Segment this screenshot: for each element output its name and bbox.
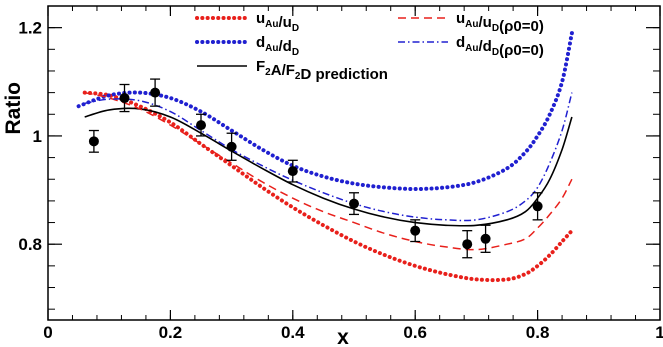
legend-entry: uAu/uD [195,10,299,34]
x-tick-label: 1 [655,323,663,342]
legend-entry: dAu/dD(ρ0=0) [398,34,544,59]
legend-label: uAu/uD(ρ0=0) [456,10,544,35]
legend-entry: dAu/dD [195,34,299,58]
point-marker [88,136,99,147]
point-marker [462,239,473,250]
series-line-2 [76,31,574,192]
x-axis-ticks: 0 0.2 0.4 0.6 0.8 1 [43,6,663,342]
data-point [410,219,421,243]
series-layer [76,31,574,283]
series-line-3 [84,107,573,227]
point-marker [410,225,421,236]
legend-entry: F2A/F2D prediction [197,58,388,83]
data-point [532,192,543,221]
series-line-4 [84,91,573,251]
data-point [462,230,473,259]
point-marker [150,87,161,98]
y-tick-label: 1.2 [18,19,42,38]
point-marker [226,141,237,152]
legend-label: dAu/dD(ρ0=0) [456,34,544,59]
legend-label: dAu/dD [256,34,299,58]
plot-frame [47,5,661,321]
x-tick-label: 0.8 [526,323,550,342]
point-marker [480,233,491,244]
data-point [480,224,491,253]
x-tick-label: 0.6 [403,323,427,342]
legend-label: F2A/F2D prediction [256,58,388,83]
data-point [226,132,237,161]
x-tick-label: 0.2 [159,323,183,342]
data-point [88,129,99,153]
series-line-1 [82,90,574,283]
point-marker [196,120,206,131]
point-marker [532,201,543,212]
data-point [287,159,298,183]
legend-entry: uAu/uD(ρ0=0) [398,10,544,35]
y-axis-ticks: 0.8 1 1.2 [18,5,660,310]
x-tick-label: 0.4 [281,323,305,342]
y-tick-label: 0.8 [18,235,42,254]
y-axis-label: Ratio [2,82,25,135]
data-point [119,83,130,113]
point-marker [287,166,298,177]
series-line-5 [84,92,573,222]
x-tick-label: 0 [43,323,52,342]
data-points [88,78,543,259]
data-point [150,78,161,107]
legend-label: uAu/uD [256,10,299,34]
point-marker [119,93,130,104]
x-axis-label: x [337,326,349,347]
y-tick-label: 1 [33,127,42,146]
data-point [196,113,206,137]
point-marker [349,198,359,209]
data-point [349,192,359,216]
